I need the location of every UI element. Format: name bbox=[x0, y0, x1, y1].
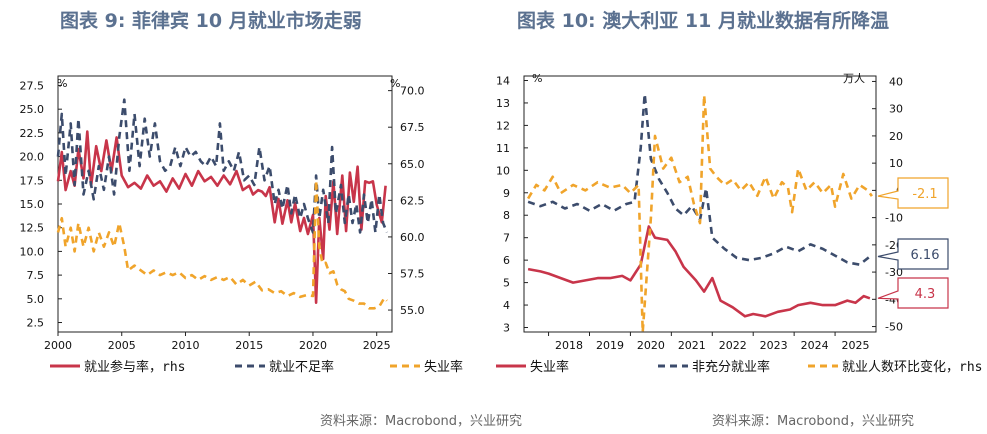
c1-left-tick-label: 20.0 bbox=[20, 151, 45, 164]
right-chart-title: 图表 10: 澳大利亚 11 月就业数据有所降温 bbox=[517, 10, 889, 32]
c2-right-unit: 万人 bbox=[843, 72, 865, 85]
c1-right-tick-label: 62.5 bbox=[400, 194, 425, 207]
c1-x-tick-label: 2025 bbox=[363, 339, 391, 352]
c2-series-line-1 bbox=[527, 225, 871, 318]
c2-callout-value-1: -2.1 bbox=[912, 187, 937, 202]
c2-left-tick-label: 14 bbox=[496, 74, 510, 87]
c2-right-tick-label: 40 bbox=[889, 75, 903, 88]
c2-callout-box-3 bbox=[877, 277, 949, 309]
c2-legend-label-1: 失业率 bbox=[530, 359, 569, 375]
c1-series-line-1 bbox=[56, 130, 387, 304]
c2-left-tick-label: 8 bbox=[503, 209, 510, 222]
c1-legend-label-3: 失业率 bbox=[424, 359, 463, 375]
c1-x-tick-label: 2015 bbox=[235, 339, 263, 352]
c2-callout-box-2 bbox=[877, 238, 949, 270]
c1-x-tick-label: 2010 bbox=[171, 339, 199, 352]
c2-left-tick-label: 5 bbox=[503, 277, 510, 290]
c2-left-tick-label: 7 bbox=[503, 232, 510, 245]
c2-right-tick-label: -10 bbox=[885, 212, 903, 225]
c1-left-tick-label: 7.5 bbox=[27, 269, 45, 282]
c2-left-unit: % bbox=[532, 72, 542, 85]
c1-plot-frame bbox=[57, 75, 393, 333]
c2-x-tick-label: 2024 bbox=[801, 339, 829, 352]
c2-callout-box-1 bbox=[877, 177, 949, 209]
c1-series-line-2 bbox=[56, 98, 389, 234]
left-chart-title: 图表 9: 菲律宾 10 月就业市场走弱 bbox=[60, 10, 362, 32]
c1-right-tick-label: 65.0 bbox=[400, 158, 425, 171]
c1-right-tick-label: 57.5 bbox=[400, 267, 425, 280]
c1-right-tick-label: 70.0 bbox=[400, 85, 425, 98]
c2-x-tick-label: 2020 bbox=[637, 339, 665, 352]
c1-left-tick-label: 12.5 bbox=[20, 222, 45, 235]
left-source-note: 资料来源：Macrobond，兴业研究 bbox=[320, 414, 523, 429]
c1-right-tick-label: 60.0 bbox=[400, 231, 425, 244]
c1-legend-label-1: 就业参与率，rhs bbox=[84, 359, 185, 375]
c2-x-tick-label: 2025 bbox=[842, 339, 870, 352]
c1-left-tick-label: 2.5 bbox=[27, 317, 45, 330]
c2-x-tick-label: 2018 bbox=[555, 339, 583, 352]
c1-x-tick-label: 2020 bbox=[299, 339, 327, 352]
c1-left-tick-label: 22.5 bbox=[20, 127, 45, 140]
c2-callout-value-2: 6.16 bbox=[911, 248, 940, 263]
right-source-note: 资料来源：Macrobond，兴业研究 bbox=[712, 414, 915, 429]
c1-x-tick-label: 2005 bbox=[108, 339, 136, 352]
c2-callout-value-3: 4.3 bbox=[915, 287, 936, 302]
c2-right-tick-label: 20 bbox=[889, 130, 903, 143]
c2-left-tick-label: 9 bbox=[503, 187, 510, 200]
c1-left-tick-label: 5.0 bbox=[27, 293, 45, 306]
c1-left-tick-label: 10.0 bbox=[20, 245, 45, 258]
c2-x-tick-label: 2023 bbox=[760, 339, 788, 352]
c2-left-tick-label: 10 bbox=[496, 164, 510, 177]
c1-right-tick-label: 55.0 bbox=[400, 304, 425, 317]
c2-x-tick-label: 2021 bbox=[678, 339, 706, 352]
c1-left-unit: % bbox=[57, 77, 67, 90]
c1-left-tick-label: 25.0 bbox=[20, 103, 45, 116]
c2-left-tick-label: 12 bbox=[496, 119, 510, 132]
c2-left-tick-label: 6 bbox=[503, 254, 510, 267]
c1-legend-label-2: 就业不足率 bbox=[269, 359, 334, 375]
c2-series-line-3 bbox=[526, 93, 873, 334]
c2-left-tick-label: 11 bbox=[496, 142, 510, 155]
c2-right-tick-label: 30 bbox=[889, 103, 903, 116]
c2-left-tick-label: 13 bbox=[496, 97, 510, 110]
c1-x-tick-label: 2000 bbox=[44, 339, 72, 352]
c1-left-tick-label: 15.0 bbox=[20, 198, 45, 211]
c2-x-tick-label: 2019 bbox=[596, 339, 624, 352]
c2-left-tick-label: 4 bbox=[503, 299, 510, 312]
c2-plot-frame bbox=[523, 75, 877, 333]
c2-right-tick-label: -50 bbox=[885, 321, 903, 334]
c1-right-unit: % bbox=[390, 77, 400, 90]
c2-right-tick-label: 10 bbox=[889, 157, 903, 170]
c2-legend-label-2: 非充分就业率 bbox=[692, 359, 770, 375]
c2-series-line-2 bbox=[527, 92, 871, 266]
c1-left-tick-label: 27.5 bbox=[20, 79, 45, 92]
c1-left-tick-label: 17.5 bbox=[20, 174, 45, 187]
c2-legend-label-3: 就业人数环比变化，rhs bbox=[842, 359, 982, 375]
c2-x-tick-label: 2022 bbox=[719, 339, 747, 352]
c1-right-tick-label: 67.5 bbox=[400, 121, 425, 134]
c2-left-tick-label: 3 bbox=[503, 322, 510, 335]
